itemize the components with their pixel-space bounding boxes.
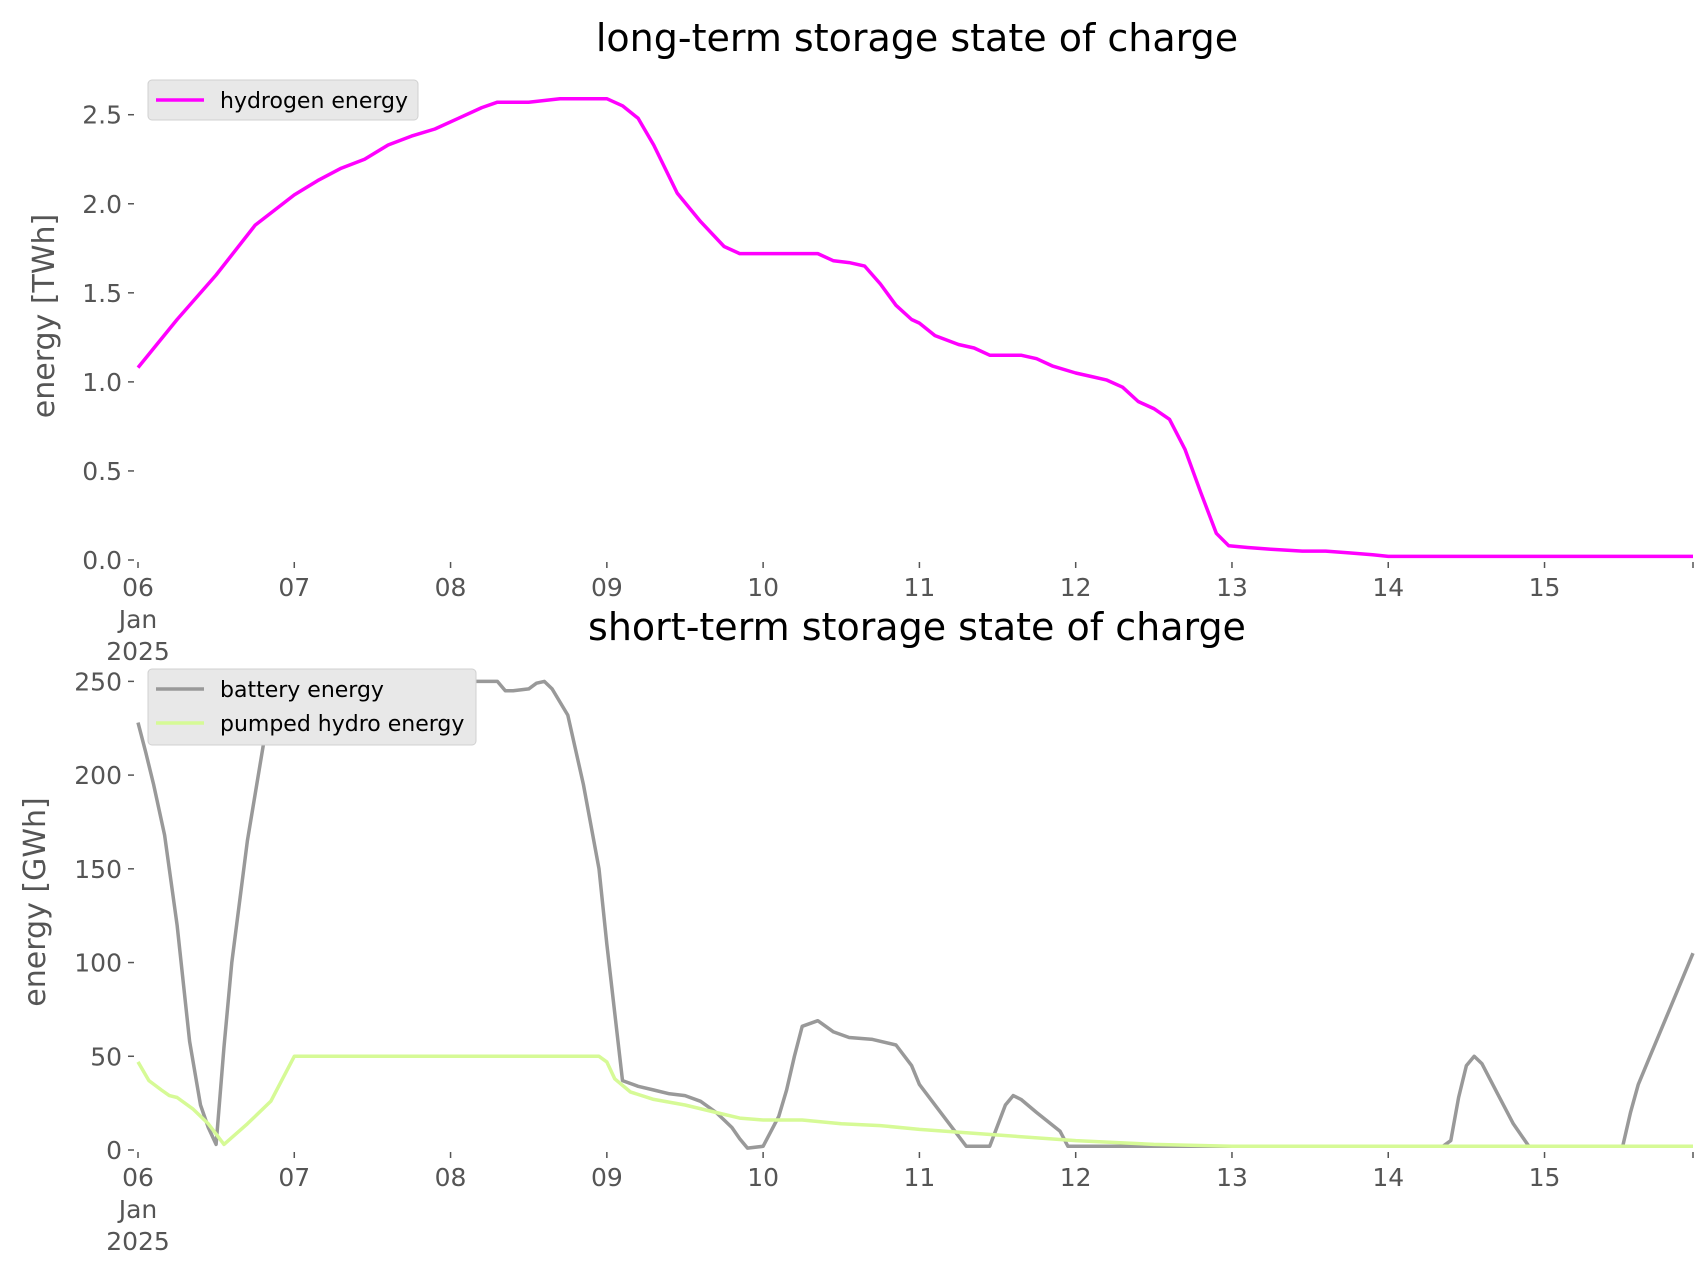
x-tick-label: Jan [117, 605, 158, 634]
x-tick-label: 12 [1060, 1163, 1092, 1192]
y-tick-label: 250 [74, 667, 122, 696]
series-line [136, 679, 1695, 1150]
x-tick-label: 2025 [106, 637, 170, 666]
x-tick-label: 2025 [106, 1227, 170, 1256]
y-tick-label: 2.0 [82, 190, 122, 219]
legend-entry: hydrogen energy [220, 89, 408, 114]
legend-box [147, 79, 419, 121]
y-axis-label: energy [TWh] [27, 214, 62, 418]
legend-entry: pumped hydro energy [220, 712, 464, 737]
x-tick-label: 08 [435, 573, 467, 602]
y-tick-label: 0.0 [82, 546, 122, 575]
y-axis-label: energy [GWh] [18, 797, 53, 1006]
x-tick-label: 13 [1216, 1163, 1248, 1192]
x-tick-label: 10 [747, 573, 779, 602]
y-tick-label: 1.5 [82, 279, 122, 308]
y-tick-label: 150 [74, 855, 122, 884]
x-tick-label: Jan [117, 1195, 158, 1224]
series-lines [136, 679, 1695, 1150]
x-tick-label: 09 [591, 1163, 623, 1192]
legend: battery energy pumped hydro energy [147, 668, 477, 746]
y-tick-label: 50 [90, 1042, 122, 1071]
y-axis-ticks: 0 50 100 150 200 250 [74, 667, 134, 1165]
x-tick-label: 11 [904, 573, 936, 602]
long-term-storage-chart: long-term storage state of charge energy… [27, 16, 1694, 666]
x-tick-label: 07 [278, 1163, 310, 1192]
x-tick-label: 15 [1529, 1163, 1561, 1192]
x-tick-label: 06 [122, 573, 154, 602]
x-tick-label: 13 [1216, 573, 1248, 602]
legend-box [147, 668, 477, 746]
chart-title: short-term storage state of charge [588, 605, 1246, 649]
series-line [136, 96, 1693, 559]
x-tick-label: 14 [1372, 573, 1404, 602]
y-tick-label: 0.5 [82, 457, 122, 486]
x-tick-label: 08 [435, 1163, 467, 1192]
chart-title: long-term storage state of charge [596, 16, 1238, 60]
series-line [136, 1054, 1693, 1149]
x-tick-label: 15 [1529, 573, 1561, 602]
x-axis-ticks: 06 Jan 2025 07 08 09 10 11 12 13 14 15 [106, 562, 1694, 666]
legend-entry: battery energy [220, 678, 384, 703]
x-tick-label: 06 [122, 1163, 154, 1192]
x-axis-ticks: 06 Jan 2025 07 08 09 10 11 12 13 14 15 [106, 1152, 1694, 1256]
series-lines [136, 96, 1693, 559]
y-tick-label: 200 [74, 761, 122, 790]
short-term-storage-chart: short-term storage state of charge energ… [18, 605, 1695, 1256]
x-tick-label: 11 [904, 1163, 936, 1192]
x-tick-label: 09 [591, 573, 623, 602]
x-tick-label: 12 [1060, 573, 1092, 602]
y-axis-ticks: 0.0 0.5 1.0 1.5 2.0 2.5 [82, 101, 134, 575]
y-tick-label: 0 [106, 1136, 122, 1165]
x-tick-label: 14 [1372, 1163, 1404, 1192]
x-tick-label: 07 [278, 573, 310, 602]
legend: hydrogen energy [147, 79, 419, 121]
x-tick-label: 10 [747, 1163, 779, 1192]
y-tick-label: 2.5 [82, 101, 122, 130]
y-tick-label: 100 [74, 949, 122, 978]
y-tick-label: 1.0 [82, 368, 122, 397]
